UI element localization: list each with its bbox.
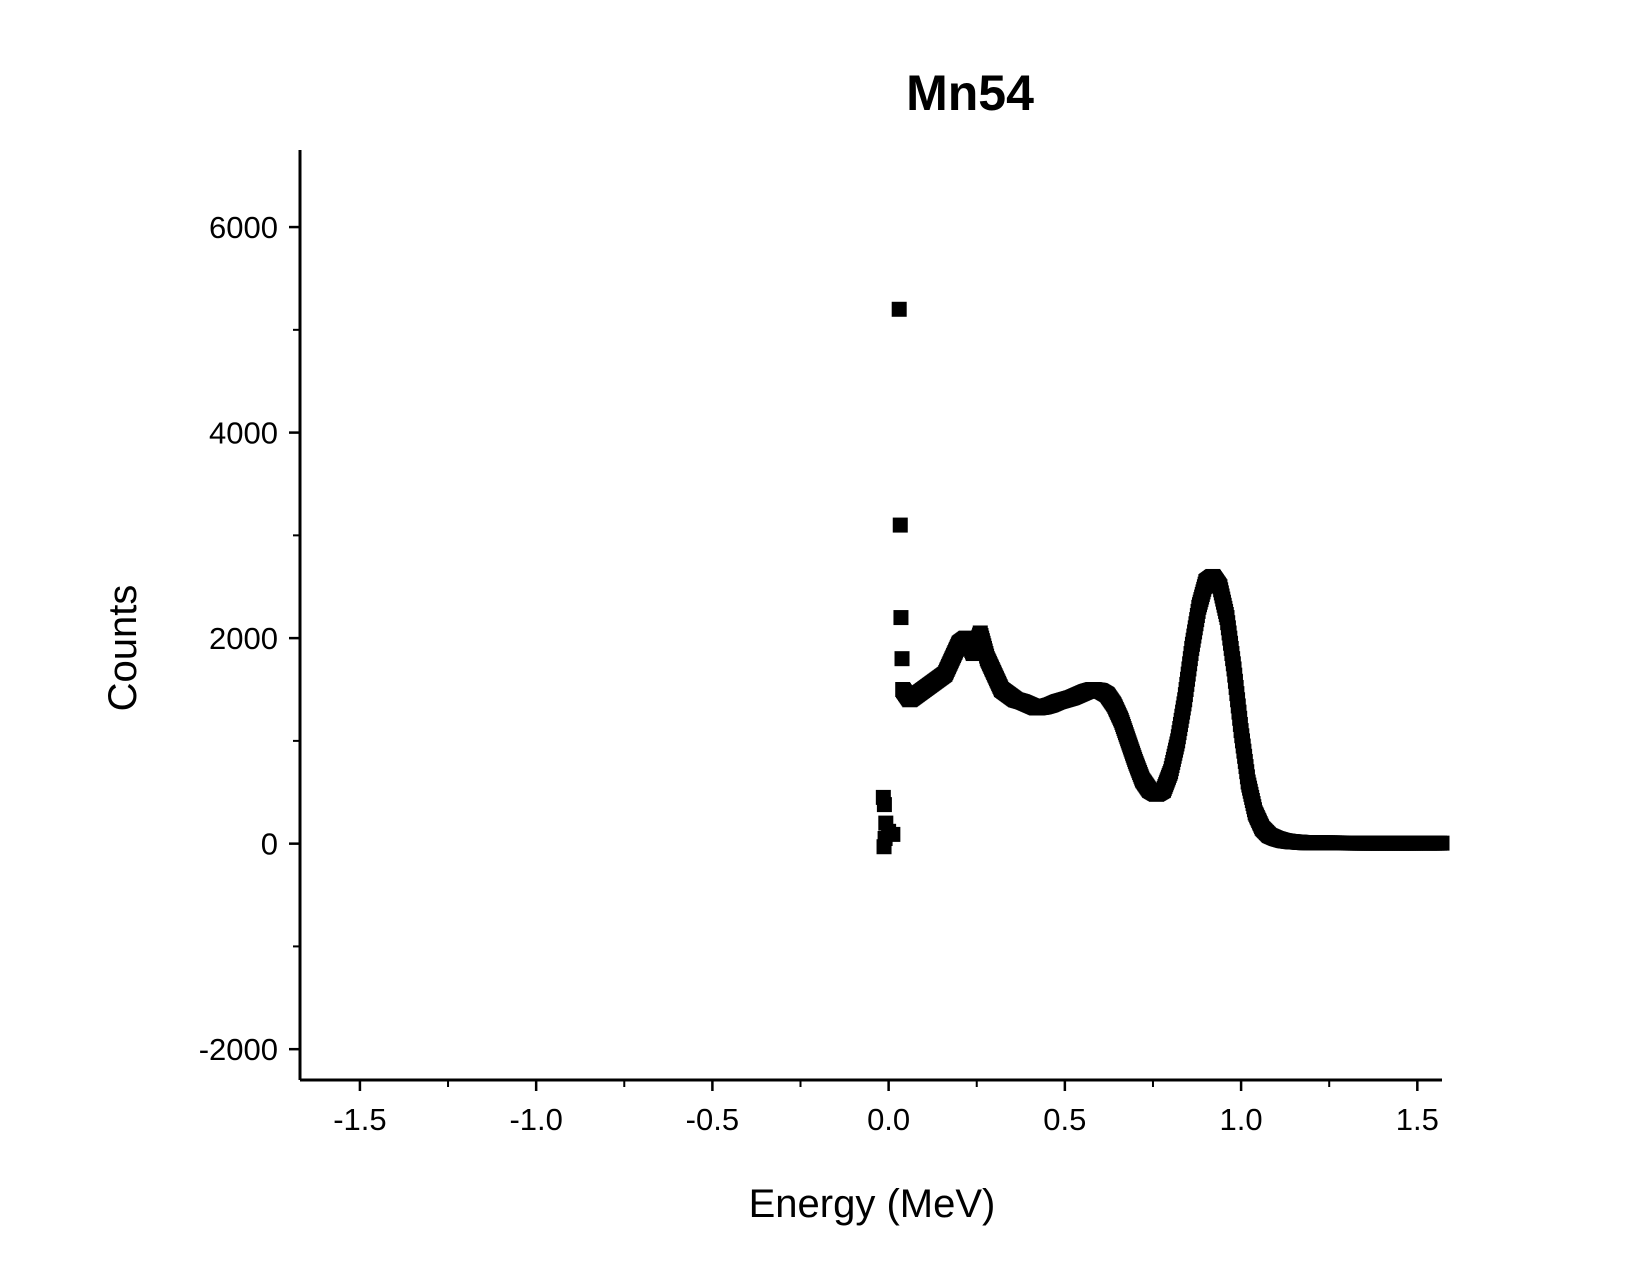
x-tick-label: -0.5 xyxy=(686,1102,739,1137)
data-point xyxy=(885,826,901,842)
data-point xyxy=(876,797,892,813)
y-tick-label: 4000 xyxy=(209,416,278,451)
data-point xyxy=(1434,835,1450,851)
data-point xyxy=(876,839,892,855)
x-axis-label: Energy (MeV) xyxy=(749,1182,996,1226)
y-tick-label: 2000 xyxy=(209,621,278,656)
x-tick-label: 0.5 xyxy=(1043,1102,1086,1137)
data-point xyxy=(892,517,908,533)
data-point xyxy=(891,301,907,317)
x-tick-label: 0.0 xyxy=(867,1102,910,1137)
data-point xyxy=(893,610,909,626)
y-tick-label: -2000 xyxy=(199,1032,278,1067)
x-tick-label: -1.5 xyxy=(333,1102,386,1137)
x-tick-label: -1.0 xyxy=(509,1102,562,1137)
y-axis-label: Counts xyxy=(101,585,145,712)
axes: -1.5 -1.0 -0.5 0.0 0.5 1.0 1.5 -2000 0 2000 4000 60… xyxy=(199,150,1442,1137)
chart-title: Mn54 xyxy=(906,65,1034,121)
y-tick-label: 6000 xyxy=(209,210,278,245)
x-tick-label: 1.0 xyxy=(1220,1102,1263,1137)
y-tick-label: 0 xyxy=(261,827,278,862)
x-tick-label: 1.5 xyxy=(1396,1102,1439,1137)
data-point xyxy=(894,651,910,667)
data-markers xyxy=(875,301,1450,855)
